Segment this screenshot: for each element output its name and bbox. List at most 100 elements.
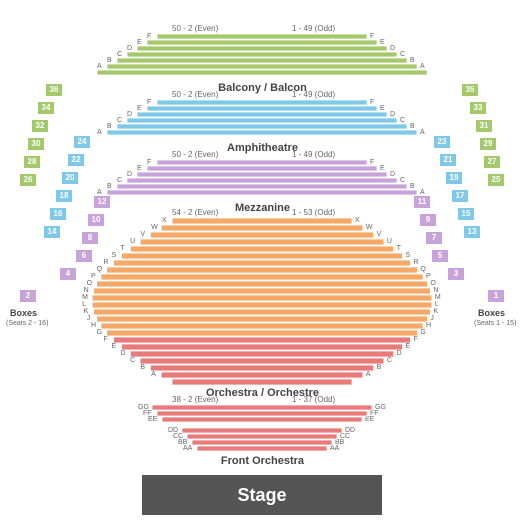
row-letter: F <box>147 99 151 106</box>
box-19[interactable]: 19 <box>446 172 462 184</box>
row-letter: D <box>390 111 395 118</box>
box-31[interactable]: 31 <box>476 120 492 132</box>
row-letter: T <box>120 245 124 252</box>
row-letter: C <box>400 177 405 184</box>
row-letter: M <box>82 294 88 301</box>
box-28[interactable]: 28 <box>24 156 40 168</box>
box-5[interactable]: 5 <box>432 250 448 262</box>
row-letter: B <box>377 364 382 371</box>
box-36[interactable]: 36 <box>46 84 62 96</box>
boxes_left-label: Boxes <box>10 308 37 318</box>
row-letter: O <box>430 280 435 287</box>
row-letter: L <box>82 301 86 308</box>
row-letter: F <box>147 33 151 40</box>
row-letter: C <box>130 357 135 364</box>
box-34[interactable]: 34 <box>38 102 54 114</box>
box-35[interactable]: 35 <box>462 84 478 96</box>
row-letter: D <box>127 111 132 118</box>
row-letter: E <box>137 39 142 46</box>
box-32[interactable]: 32 <box>32 120 48 132</box>
box-12[interactable]: 12 <box>94 196 110 208</box>
box-13[interactable]: 13 <box>464 226 480 238</box>
row-letter: B <box>410 183 415 190</box>
row-letter: F <box>104 336 108 343</box>
row-letter: Q <box>420 266 425 273</box>
row-letter: C <box>117 51 122 58</box>
row-letter: C <box>117 177 122 184</box>
row-letter: C <box>400 51 405 58</box>
front-orchestra-label: Front Orchestra <box>0 455 525 467</box>
seat-range-odd: 1 - 37 (Odd) <box>292 395 335 404</box>
box-15[interactable]: 15 <box>458 208 474 220</box>
box-3[interactable]: 3 <box>448 268 464 280</box>
box-21[interactable]: 21 <box>440 154 456 166</box>
box-18[interactable]: 18 <box>56 190 72 202</box>
row-letter: X <box>355 217 360 224</box>
box-33[interactable]: 33 <box>470 102 486 114</box>
box-10[interactable]: 10 <box>88 214 104 226</box>
row-letter: C <box>117 117 122 124</box>
row-letter: X <box>162 217 167 224</box>
row-letter: U <box>130 238 135 245</box>
row-letter: A <box>97 63 102 70</box>
row-letter: B <box>107 123 112 130</box>
boxes_right-label: Boxes <box>478 308 505 318</box>
box-1[interactable]: 1 <box>488 290 504 302</box>
row-letter: H <box>426 322 431 329</box>
box-14[interactable]: 14 <box>44 226 60 238</box>
seat-range-odd: 1 - 49 (Odd) <box>292 24 335 33</box>
row-letter: D <box>390 45 395 52</box>
row-letter: B <box>107 57 112 64</box>
row-letter: E <box>137 105 142 112</box>
row-letter: G <box>420 329 425 336</box>
row-letter: V <box>140 231 145 238</box>
row-letter: A <box>366 371 371 378</box>
seat-range-odd: 1 - 49 (Odd) <box>292 150 335 159</box>
row-letter: R <box>104 259 109 266</box>
box-27[interactable]: 27 <box>484 156 500 168</box>
row-letter: A <box>151 371 156 378</box>
box-9[interactable]: 9 <box>420 214 436 226</box>
box-30[interactable]: 30 <box>28 138 44 150</box>
box-2[interactable]: 2 <box>20 290 36 302</box>
box-22[interactable]: 22 <box>68 154 84 166</box>
row-letter: A <box>97 189 102 196</box>
box-11[interactable]: 11 <box>414 196 430 208</box>
box-6[interactable]: 6 <box>76 250 92 262</box>
row-letter: K <box>84 308 89 315</box>
box-25[interactable]: 25 <box>488 174 504 186</box>
box-7[interactable]: 7 <box>426 232 442 244</box>
row-letter: E <box>112 343 117 350</box>
row-letter: V <box>377 231 382 238</box>
box-4[interactable]: 4 <box>60 268 76 280</box>
box-23[interactable]: 23 <box>434 136 450 148</box>
row-letter: A <box>420 63 425 70</box>
row-letter: S <box>112 252 117 259</box>
row-letter: W <box>366 224 373 231</box>
row-letter: N <box>84 287 89 294</box>
row-letter: G <box>97 329 102 336</box>
box-17[interactable]: 17 <box>452 190 468 202</box>
row-letter: U <box>387 238 392 245</box>
row-letter: B <box>140 364 145 371</box>
row-letter: N <box>433 287 438 294</box>
box-24[interactable]: 24 <box>74 136 90 148</box>
box-8[interactable]: 8 <box>82 232 98 244</box>
orchestra-section[interactable] <box>0 218 525 390</box>
box-20[interactable]: 20 <box>62 172 78 184</box>
balcony-section[interactable] <box>0 34 525 80</box>
boxes_right-sub: (Seats 1 - 15) <box>474 320 516 327</box>
row-letter: W <box>151 224 158 231</box>
seat-range-odd: 1 - 49 (Odd) <box>292 90 335 99</box>
box-16[interactable]: 16 <box>50 208 66 220</box>
box-29[interactable]: 29 <box>480 138 496 150</box>
row-letter: E <box>380 165 385 172</box>
seat-range-odd: 1 - 53 (Odd) <box>292 208 335 217</box>
row-letter: E <box>380 39 385 46</box>
amphitheatre-section[interactable] <box>0 100 525 140</box>
row-letter: P <box>426 273 431 280</box>
seat-range-even: 50 - 2 (Even) <box>172 150 218 159</box>
box-26[interactable]: 26 <box>20 174 36 186</box>
row-letter: E <box>380 105 385 112</box>
row-letter: D <box>390 171 395 178</box>
